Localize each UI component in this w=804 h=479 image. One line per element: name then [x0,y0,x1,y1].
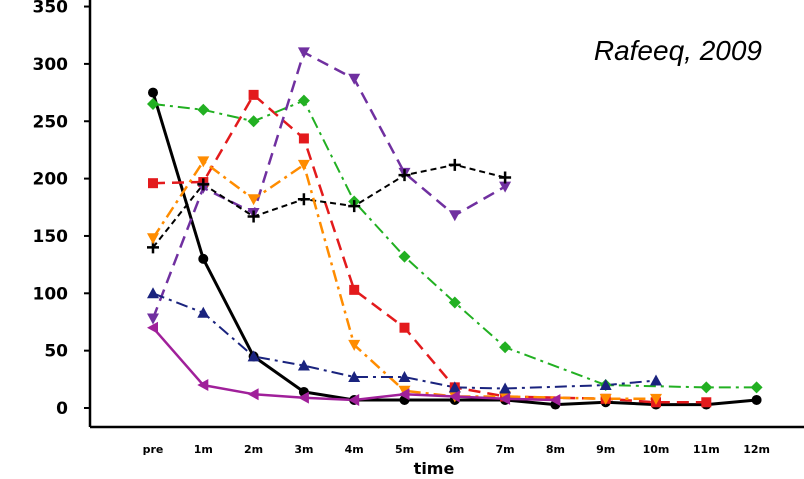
data-point-8-3m [297,391,309,404]
x-tick-label: 5m [395,443,414,456]
data-point-8-1m [197,379,209,392]
x-tick-label: 8m [546,443,565,456]
data-point-8-pre [147,321,158,334]
y-tick-label: 100 [33,284,69,304]
data-point-7-4m [348,371,361,383]
data-point-2-11m [701,397,712,408]
y-tick-label: 150 [33,227,69,247]
series-lines [151,51,757,407]
x-tick-label: 2m [244,443,263,456]
x-tick-label: pre [143,443,164,456]
y-tick-label: 250 [33,112,69,132]
data-point-5-2m [247,210,260,223]
data-point-8-7m [499,392,511,405]
data-point-6-pre [147,233,159,245]
data-point-5-5m [398,169,411,182]
data-point-5-6m [448,158,461,171]
series-line-6 [151,160,656,401]
data-point-5-7m [499,171,512,184]
data-point-7-2m [247,350,260,362]
data-point-3-7m [499,341,512,354]
data-point-6-10m [650,393,662,405]
data-point-3-11m [700,381,713,394]
data-point-6-9m [599,393,612,405]
data-point-4-7m [499,181,512,193]
series-line-3 [152,99,757,389]
data-point-3-2m [247,115,260,128]
data-point-8-6m [448,390,460,403]
x-tick-label: 1m [194,443,213,456]
x-tick-label: 4m [345,443,364,456]
data-point-2-2m [248,89,259,100]
data-point-7-10m [650,374,662,386]
data-point-7-9m [599,379,612,391]
y-tick-label: 50 [44,342,68,362]
data-point-4-6m [448,210,461,222]
data-point-1-12m [751,394,762,405]
data-point-7-6m [448,381,461,393]
data-point-4-pre [147,313,159,325]
data-point-1-pre [148,87,158,98]
data-point-6-3m [297,159,310,171]
data-point-2-5m [399,322,410,333]
data-point-3-12m [750,381,763,394]
data-point-6-4m [348,339,361,351]
series-line-7 [152,292,657,390]
data-point-3-5m [398,250,411,263]
data-point-8-4m [348,393,360,406]
x-tick-label: 10m [643,443,670,456]
series-markers [147,47,763,410]
y-tick-label: 350 [33,0,69,18]
data-point-7-5m [398,371,411,383]
data-point-4-3m [297,47,310,59]
data-point-6-2m [247,194,260,206]
x-axis-title: time [414,459,455,478]
source-annotation: Rafeeq, 2009 [594,35,762,66]
series-line-1 [151,92,757,407]
data-point-4-4m [348,73,361,85]
x-tick-label: 11m [693,443,720,456]
data-point-2-4m [349,284,360,295]
data-point-7-pre [147,287,159,299]
data-point-5-3m [297,193,310,206]
data-point-1-1m [198,253,209,264]
x-tick-label: 9m [596,443,615,456]
x-tick-label: 12m [743,443,770,456]
series-line-5 [152,163,506,249]
data-point-2-pre [148,178,158,189]
x-tick-label: 6m [445,443,464,456]
data-point-7-7m [499,382,512,394]
y-tick-label: 0 [56,399,68,419]
data-point-3-pre [147,98,159,111]
y-tick-label: 300 [33,55,69,75]
x-tick-label: 7m [496,443,515,456]
data-point-7-1m [197,306,210,318]
data-point-2-3m [298,133,309,144]
y-tick-label: 200 [33,170,69,190]
series-line-8 [152,326,556,402]
data-point-5-4m [348,200,361,213]
data-point-3-1m [197,103,210,116]
data-point-8-5m [398,388,410,401]
x-tick-label: 3m [294,443,313,456]
series-line-2 [152,93,707,404]
data-point-6-1m [197,156,210,168]
data-point-3-6m [448,296,461,309]
data-point-5-1m [197,178,210,191]
tick-labels: 0 50 100 150 200 250 300 350 pre 1m 2m 3m 4m 5m 6m 7m 8m… [33,0,770,456]
data-point-8-2m [247,388,259,401]
data-point-3-3m [297,94,310,107]
axes [84,0,804,429]
data-point-8-8m [549,393,561,406]
data-point-7-3m [297,359,310,371]
